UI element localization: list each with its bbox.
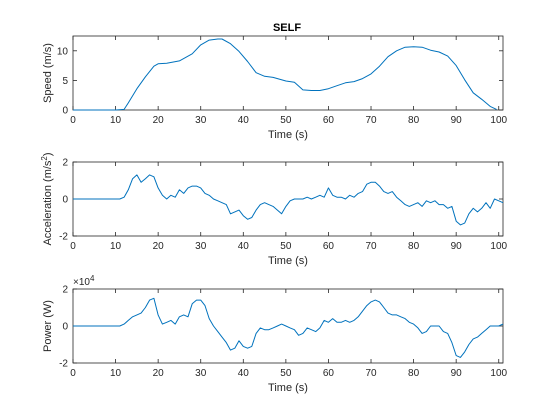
power-x-tick-label: 10 xyxy=(110,368,122,379)
power-exponent-base: ×10 xyxy=(73,277,90,288)
speed-x-axis-label: Time (s) xyxy=(268,129,308,141)
acceleration-plot: 0 10 20 30 40 50 60 70 80 90 100-202 Time (s) Acce… xyxy=(40,152,508,267)
acceleration-y-axis-label-suffix: ) xyxy=(42,152,54,156)
speed-x-tick-label: 30 xyxy=(195,115,207,126)
speed-x-tick-label: 20 xyxy=(153,115,165,126)
speed-x-tick-label: 50 xyxy=(280,115,292,126)
power-x-tick-label: 100 xyxy=(490,368,507,379)
speed-y-tick-label: 10 xyxy=(57,46,69,57)
acceleration-x-tick-label: 0 xyxy=(70,241,76,252)
power-x-tick-label: 50 xyxy=(280,368,292,379)
acceleration-y-axis-label-main: Acceleration (m/s xyxy=(42,160,54,245)
speed-y-tick-label: 0 xyxy=(62,106,68,117)
acceleration-x-tick-label: 10 xyxy=(110,241,122,252)
acceleration-y-tick-label: -2 xyxy=(59,232,68,243)
power-plot: 0 10 20 30 40 50 60 70 80 90 100-202 ×104 Time (s)… xyxy=(42,274,508,394)
speed-x-tick-label: 40 xyxy=(238,115,250,126)
acceleration-y-tick-label: 2 xyxy=(62,158,68,169)
speed-x-tick-label: 0 xyxy=(70,115,76,126)
acceleration-x-tick-label: 50 xyxy=(280,241,292,252)
power-series-line xyxy=(73,297,504,358)
speed-y-tick-label: 5 xyxy=(62,76,68,87)
acceleration-x-tick-label: 60 xyxy=(323,241,335,252)
speed-x-tick-label: 90 xyxy=(451,115,463,126)
acceleration-x-tick-label: 100 xyxy=(490,241,507,252)
power-exponent-label: ×104 xyxy=(73,274,95,288)
power-y-tick-label: -2 xyxy=(59,359,68,370)
speed-x-tick-label: 60 xyxy=(323,115,335,126)
power-y-tick-label: 2 xyxy=(62,285,68,296)
acceleration-x-axis-label: Time (s) xyxy=(268,255,308,267)
acceleration-x-tick-label: 30 xyxy=(195,241,207,252)
power-x-tick-label: 80 xyxy=(408,368,420,379)
acceleration-y-axis-label-superscript: 2 xyxy=(40,156,49,161)
acceleration-y-tick-label: 0 xyxy=(62,195,68,206)
acceleration-x-tick-label: 70 xyxy=(365,241,377,252)
speed-y-axis-label: Speed (m/s) xyxy=(42,43,54,103)
acceleration-x-tick-label: 20 xyxy=(153,241,165,252)
acceleration-series-line xyxy=(73,174,504,226)
power-y-axis-label: Power (W) xyxy=(42,300,54,352)
speed-ticks: 0 10 20 30 40 50 60 70 80 90 100 0 5 10 xyxy=(57,36,508,126)
power-x-axis-label: Time (s) xyxy=(268,382,308,394)
acceleration-x-tick-label: 40 xyxy=(238,241,250,252)
speed-axes-box xyxy=(72,35,504,111)
power-x-tick-label: 30 xyxy=(195,368,207,379)
speed-plot: SELF 0 10 20 30 40 50 60 70 80 90 100 0 5 10 Time (s)… xyxy=(42,22,508,141)
acceleration-x-tick-label: 80 xyxy=(408,241,420,252)
power-x-tick-label: 70 xyxy=(365,368,377,379)
power-x-tick-label: 60 xyxy=(323,368,335,379)
speed-x-tick-label: 80 xyxy=(408,115,420,126)
acceleration-axes-box xyxy=(72,161,504,237)
chart-title: SELF xyxy=(273,22,301,34)
acceleration-ticks: 0 10 20 30 40 50 60 70 80 90 100-202 xyxy=(59,158,507,253)
speed-x-tick-label: 100 xyxy=(490,115,507,126)
speed-series-line xyxy=(73,38,497,111)
power-x-tick-label: 0 xyxy=(70,368,76,379)
power-exponent-value: 4 xyxy=(90,274,95,283)
speed-x-tick-label: 70 xyxy=(365,115,377,126)
power-ticks: 0 10 20 30 40 50 60 70 80 90 100-202 xyxy=(59,285,507,380)
power-x-tick-label: 90 xyxy=(451,368,463,379)
acceleration-x-tick-label: 90 xyxy=(451,241,463,252)
power-x-tick-label: 20 xyxy=(153,368,165,379)
acceleration-y-axis-label: Acceleration (m/s2) xyxy=(40,152,54,245)
power-x-tick-label: 40 xyxy=(238,368,250,379)
speed-x-tick-label: 10 xyxy=(110,115,122,126)
power-y-tick-label: 0 xyxy=(62,322,68,333)
